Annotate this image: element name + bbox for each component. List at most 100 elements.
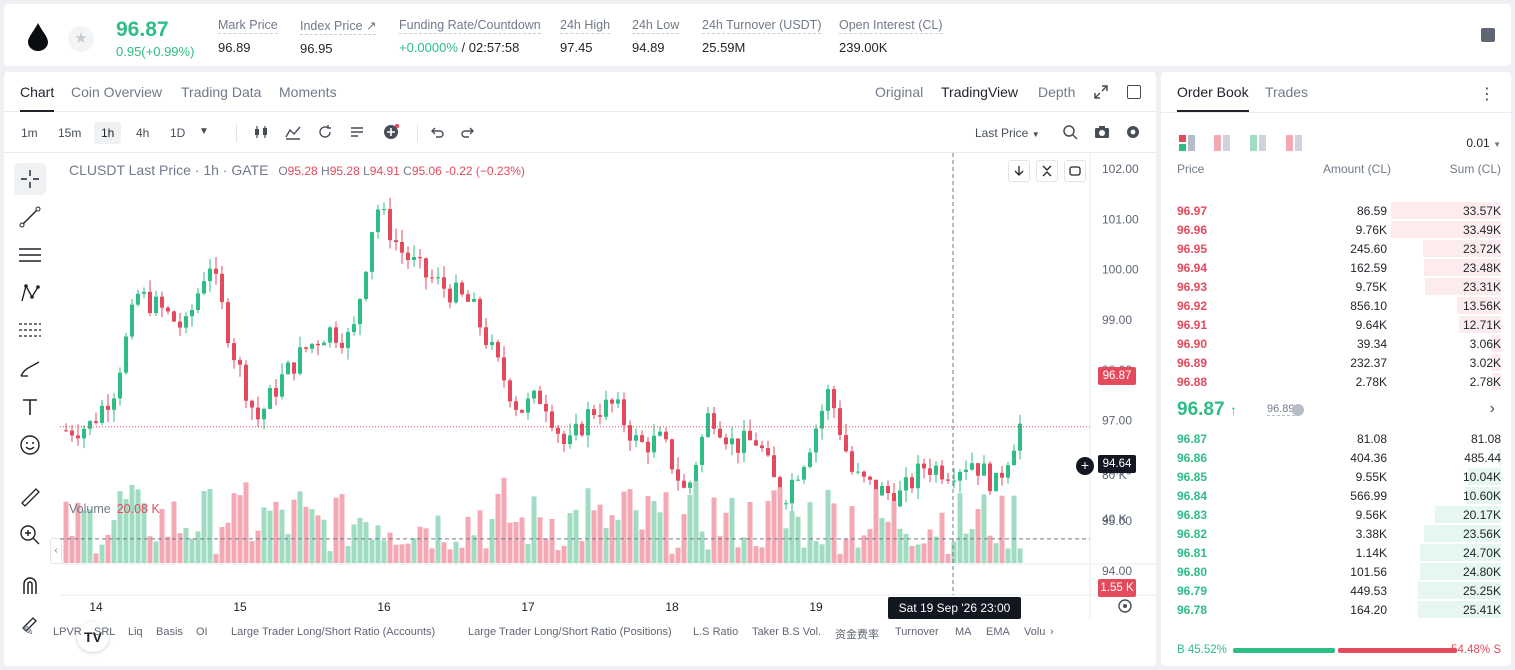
asks-view-icon[interactable] [1214,135,1230,151]
both-sides-view-icon[interactable] [1179,135,1195,151]
bid-row[interactable]: 96.79 449.53 25.25K [1161,581,1511,600]
indicator-tab[interactable]: LPVR [53,626,82,638]
bid-row[interactable]: 96.80 101.56 24.80K [1161,562,1511,581]
chevron-down-icon[interactable]: ▼ [199,126,209,137]
stat-index-price[interactable]: Index Price ↗ 96.95 [300,18,377,56]
indicator-tab[interactable]: Large Trader Long/Short Ratio (Positions… [468,626,672,638]
collapse-icon[interactable] [1036,160,1058,182]
camera-icon[interactable] [1094,124,1110,140]
bid-row[interactable]: 96.85 9.55K 10.04K [1161,467,1511,486]
volume-bar [927,529,933,563]
horizontal-lines-icon[interactable] [14,239,46,271]
indicator-tab[interactable]: EMA [986,626,1010,638]
magnet-icon[interactable] [14,569,46,601]
indicator-tab[interactable]: MA [955,626,972,638]
tab-moments[interactable]: Moments [279,84,337,100]
indicator-tab[interactable]: L.S Ratio [693,626,739,638]
axis-settings-icon[interactable] [1117,598,1133,614]
ask-row[interactable]: 96.88 2.78K 2.78K [1161,372,1511,391]
expand-icon[interactable] [1094,85,1108,99]
fullscreen-icon[interactable] [1064,160,1086,182]
bid-row[interactable]: 96.82 3.38K 23.56K [1161,524,1511,543]
add-indicator-icon[interactable] [383,124,399,140]
tab-trades[interactable]: Trades [1265,84,1309,100]
volume-bar [933,536,939,563]
search-icon[interactable] [1062,124,1078,140]
indicator-tab[interactable]: Taker B.S Vol. [752,626,822,638]
bid-row[interactable]: 96.81 1.14K 24.70K [1161,543,1511,562]
interval-15m[interactable]: 15m [58,126,82,140]
bids-view-icon[interactable] [1250,135,1266,151]
volume-bar [123,499,129,563]
template-icon[interactable] [349,124,365,140]
ask-row[interactable]: 96.91 9.64K 12.71K [1161,315,1511,334]
bid-row[interactable]: 96.86 404.36 485.44 [1161,448,1511,467]
scroll-down-icon[interactable] [1008,160,1030,182]
indicator-tab[interactable]: Liq [128,626,143,638]
precision-select[interactable]: 0.01 ▼ [1466,136,1501,150]
gear-icon[interactable] [1125,124,1141,140]
bid-row[interactable]: 96.84 566.99 10.60K [1161,486,1511,505]
undo-icon[interactable] [429,124,445,140]
view-original[interactable]: Original [875,84,924,100]
indicator-tab[interactable]: Basis [156,626,183,638]
favorite-star-icon[interactable]: ★ [68,26,94,52]
ask-row[interactable]: 96.93 9.75K 23.31K [1161,277,1511,296]
interval-1d[interactable]: 1D [170,126,186,140]
indicator-tab[interactable]: 资金费率 [835,629,879,641]
interval-1m[interactable]: 1m [21,126,38,140]
price-source-select[interactable]: Last Price ▼ [975,126,1040,140]
info-icon[interactable] [1292,404,1304,416]
pattern-tool-icon[interactable] [14,277,46,309]
tradingview-logo-icon[interactable]: TV [77,622,109,652]
tab-coin-overview[interactable]: Coin Overview [71,84,163,100]
brush-tool-icon[interactable] [14,353,46,385]
ask-row[interactable]: 96.97 86.59 33.57K [1161,201,1511,220]
chevron-right-icon[interactable]: › [1489,400,1495,417]
emoji-tool-icon[interactable] [14,429,46,461]
trend-line-icon[interactable] [14,201,46,233]
tab-order-book[interactable]: Order Book [1177,84,1249,112]
price-chart[interactable]: 102.00101.00100.0099.0098.0097.0096.0095… [60,153,1156,620]
ask-row[interactable]: 96.95 245.60 23.72K [1161,239,1511,258]
split-view-icon[interactable] [1286,135,1302,151]
tab-trading-data[interactable]: Trading Data [181,84,262,100]
refresh-icon[interactable] [317,124,333,140]
ask-row[interactable]: 96.92 856.10 13.56K [1161,296,1511,315]
more-options-icon[interactable]: ⋮ [1479,86,1495,103]
view-tradingview[interactable]: TradingView [941,84,1019,100]
candle-body [142,291,146,294]
crosshair-tool-icon[interactable] [14,163,46,195]
view-depth[interactable]: Depth [1038,84,1076,100]
indicator-icon[interactable] [285,124,301,140]
indicator-tab[interactable]: Turnover [895,626,939,638]
candle-body [652,435,656,453]
pencil-lock-icon[interactable] [14,605,46,637]
ask-row[interactable]: 96.94 162.59 23.48K [1161,258,1511,277]
indicator-tab[interactable]: Volu [1024,626,1046,638]
ask-row[interactable]: 96.96 9.76K 33.49K [1161,220,1511,239]
window-icon[interactable] [1127,85,1141,99]
edit-icon[interactable]: ✎ [22,622,34,638]
candles-icon[interactable] [253,124,269,140]
interval-1h[interactable]: 1h [94,122,122,144]
indicator-tab[interactable]: Large Trader Long/Short Ratio (Accounts) [231,626,436,638]
indicator-tab[interactable]: OI [196,626,208,638]
ask-row[interactable]: 96.90 39.34 3.06K [1161,334,1511,353]
chevron-right-icon[interactable]: › [1050,626,1054,638]
zoom-in-icon[interactable] [14,519,46,551]
bid-row[interactable]: 96.78 164.20 25.41K [1161,600,1511,619]
interval-4h[interactable]: 4h [136,126,150,140]
indicator-tab[interactable]: SRL [94,626,116,638]
book-icon[interactable] [1481,28,1495,42]
tab-chart[interactable]: Chart [20,84,55,112]
ask-row[interactable]: 96.89 232.37 3.02K [1161,353,1511,372]
ruler-tool-icon[interactable] [14,481,46,513]
redo-icon[interactable] [460,124,476,140]
bid-row[interactable]: 96.87 81.08 81.08 [1161,429,1511,448]
text-tool-icon[interactable] [14,391,46,423]
fib-tool-icon[interactable] [14,315,46,347]
collapse-toolbar-icon[interactable]: ‹ [50,538,62,564]
bid-row[interactable]: 96.83 9.56K 20.17K [1161,505,1511,524]
add-alert-icon[interactable]: + [1076,457,1094,475]
